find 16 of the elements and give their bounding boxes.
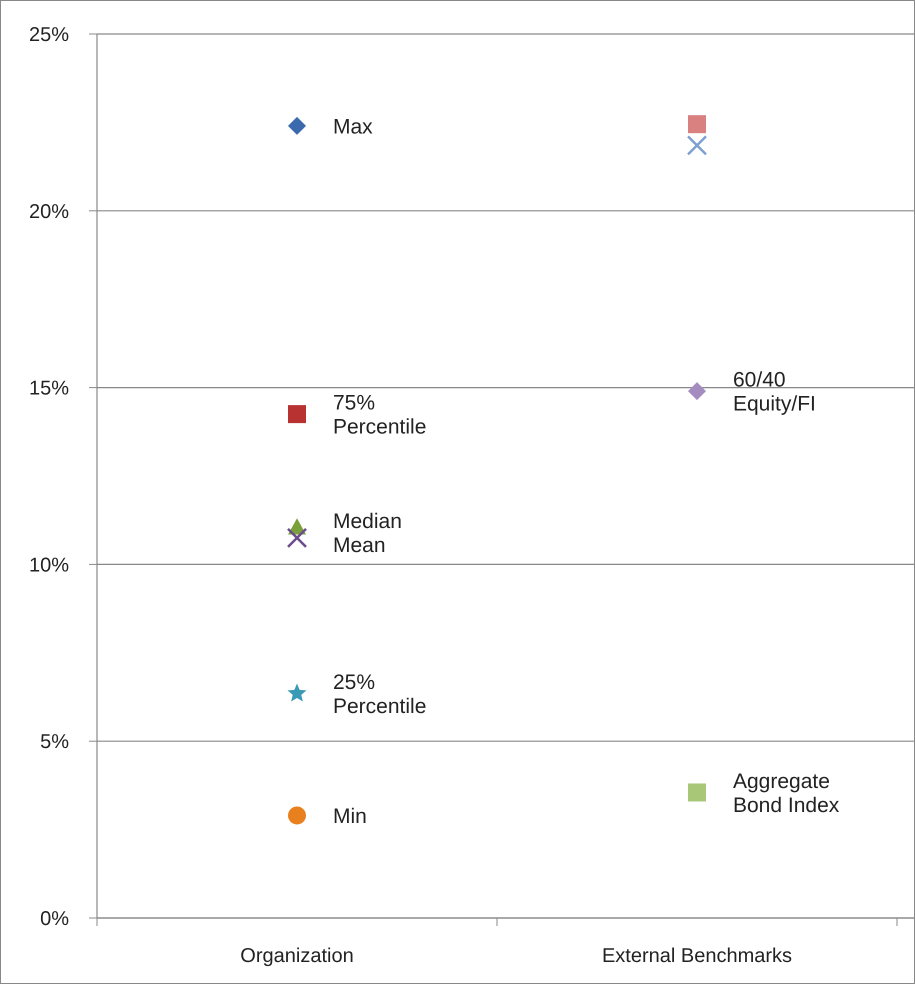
- series-label: Aggregate Bond Index: [733, 770, 840, 817]
- x-tick-label: Organization: [240, 945, 354, 967]
- y-tick-label: 25%: [28, 24, 70, 46]
- series-label: Max: [333, 115, 374, 138]
- y-tick-label: 5%: [40, 731, 70, 754]
- series-label: Median: [333, 510, 402, 533]
- series-label: 60/40 Equity/FI: [733, 368, 816, 416]
- series-label: Min: [333, 804, 367, 828]
- series-label: 25% Percentile: [333, 670, 426, 718]
- series-label: Mean: [333, 534, 386, 557]
- y-tick-label: 20%: [28, 200, 70, 223]
- y-tick-label: 15%: [28, 378, 70, 400]
- series-label: 75% Percentile: [333, 391, 426, 438]
- y-tick-label: 0%: [40, 908, 70, 930]
- x-tick-label: External Benchmarks: [602, 945, 792, 967]
- y-tick-label: 10%: [28, 554, 70, 576]
